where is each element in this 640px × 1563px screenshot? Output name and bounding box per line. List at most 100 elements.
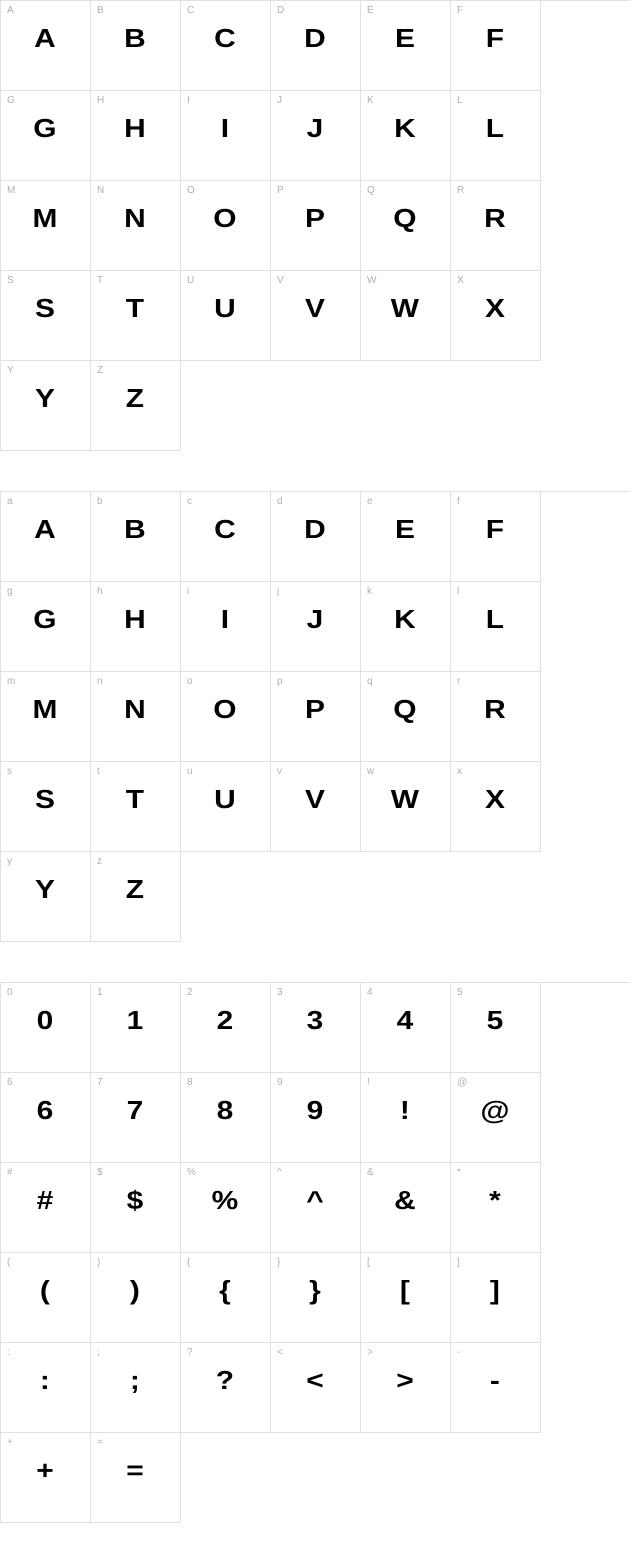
char-cell[interactable]: kK — [361, 582, 451, 672]
char-cell[interactable]: && — [361, 1163, 451, 1253]
char-cell[interactable]: MM — [1, 181, 91, 271]
char-cell[interactable]: HH — [91, 91, 181, 181]
char-cell[interactable]: uU — [181, 762, 271, 852]
char-cell[interactable]: tT — [91, 762, 181, 852]
char-cell[interactable]: hH — [91, 582, 181, 672]
char-cell[interactable]: bB — [91, 492, 181, 582]
char-cell[interactable]: !! — [361, 1073, 451, 1163]
char-cell[interactable]: EE — [361, 1, 451, 91]
char-cell[interactable]: @@ — [451, 1073, 541, 1163]
char-cell[interactable]: QQ — [361, 181, 451, 271]
char-cell[interactable]: KK — [361, 91, 451, 181]
char-cell[interactable]: 66 — [1, 1073, 91, 1163]
char-cell[interactable]: OO — [181, 181, 271, 271]
char-cell[interactable]: WW — [361, 271, 451, 361]
char-cell[interactable]: 55 — [451, 983, 541, 1073]
char-cell[interactable]: 11 — [91, 983, 181, 1073]
char-glyph: [ — [354, 1275, 456, 1306]
char-cell[interactable]: lL — [451, 582, 541, 672]
char-label: w — [367, 766, 374, 777]
char-label: O — [187, 185, 195, 196]
char-glyph: T — [84, 293, 186, 324]
char-cell[interactable]: eE — [361, 492, 451, 582]
char-cell[interactable]: [[ — [361, 1253, 451, 1343]
char-cell[interactable]: wW — [361, 762, 451, 852]
char-cell[interactable]: ;; — [91, 1343, 181, 1433]
char-cell[interactable]: ++ — [1, 1433, 91, 1523]
char-cell[interactable]: {{ — [181, 1253, 271, 1343]
char-cell[interactable]: SS — [1, 271, 91, 361]
char-cell[interactable]: PP — [271, 181, 361, 271]
char-cell[interactable]: ^^ — [271, 1163, 361, 1253]
char-cell[interactable]: jJ — [271, 582, 361, 672]
char-cell[interactable]: dD — [271, 492, 361, 582]
char-cell[interactable]: -- — [451, 1343, 541, 1433]
char-cell[interactable]: qQ — [361, 672, 451, 762]
char-cell[interactable]: AA — [1, 1, 91, 91]
char-cell[interactable]: XX — [451, 271, 541, 361]
char-cell[interactable]: 88 — [181, 1073, 271, 1163]
char-glyph: K — [354, 113, 456, 144]
char-cell[interactable]: 33 — [271, 983, 361, 1073]
char-cell[interactable]: << — [271, 1343, 361, 1433]
char-cell[interactable]: CC — [181, 1, 271, 91]
char-cell[interactable]: 00 — [1, 983, 91, 1073]
char-glyph: 1 — [84, 1005, 186, 1036]
char-cell[interactable]: xX — [451, 762, 541, 852]
char-cell[interactable]: >> — [361, 1343, 451, 1433]
char-cell[interactable]: UU — [181, 271, 271, 361]
char-glyph: ( — [0, 1275, 97, 1306]
char-glyph: * — [444, 1185, 546, 1216]
char-cell[interactable]: BB — [91, 1, 181, 91]
char-cell[interactable]: :: — [1, 1343, 91, 1433]
char-cell[interactable]: zZ — [91, 852, 181, 942]
char-label: i — [187, 586, 189, 597]
char-cell[interactable]: vV — [271, 762, 361, 852]
charmap-section-lowercase: aAbBcCdDeEfF gGhHiIjJkKlL mMnNoOpPqQrR sStT… — [0, 491, 640, 942]
char-cell[interactable]: $$ — [91, 1163, 181, 1253]
char-cell[interactable]: JJ — [271, 91, 361, 181]
char-cell[interactable]: DD — [271, 1, 361, 91]
char-cell[interactable]: iI — [181, 582, 271, 672]
char-cell[interactable]: yY — [1, 852, 91, 942]
char-label: t — [97, 766, 100, 777]
char-cell[interactable]: fF — [451, 492, 541, 582]
char-cell[interactable]: (( — [1, 1253, 91, 1343]
char-cell[interactable]: %% — [181, 1163, 271, 1253]
char-cell[interactable]: TT — [91, 271, 181, 361]
char-cell[interactable]: ZZ — [91, 361, 181, 451]
char-cell[interactable]: GG — [1, 91, 91, 181]
char-cell[interactable]: 77 — [91, 1073, 181, 1163]
char-cell[interactable]: aA — [1, 492, 91, 582]
char-cell[interactable]: )) — [91, 1253, 181, 1343]
char-glyph: { — [174, 1275, 276, 1306]
char-cell[interactable]: II — [181, 91, 271, 181]
char-cell[interactable]: }} — [271, 1253, 361, 1343]
char-cell[interactable]: oO — [181, 672, 271, 762]
char-cell[interactable]: nN — [91, 672, 181, 762]
char-cell[interactable]: NN — [91, 181, 181, 271]
char-cell[interactable]: mM — [1, 672, 91, 762]
char-cell[interactable]: YY — [1, 361, 91, 451]
char-cell[interactable]: gG — [1, 582, 91, 672]
char-cell[interactable]: VV — [271, 271, 361, 361]
char-cell[interactable]: 22 — [181, 983, 271, 1073]
char-cell[interactable]: 44 — [361, 983, 451, 1073]
char-cell[interactable]: FF — [451, 1, 541, 91]
char-cell[interactable]: ?? — [181, 1343, 271, 1433]
char-glyph: L — [444, 113, 546, 144]
char-cell[interactable]: == — [91, 1433, 181, 1523]
char-cell[interactable]: sS — [1, 762, 91, 852]
char-cell[interactable]: ]] — [451, 1253, 541, 1343]
char-cell[interactable]: cC — [181, 492, 271, 582]
char-cell[interactable]: RR — [451, 181, 541, 271]
char-cell[interactable]: LL — [451, 91, 541, 181]
char-label: x — [457, 766, 462, 777]
char-glyph: ] — [444, 1275, 546, 1306]
char-cell[interactable]: rR — [451, 672, 541, 762]
char-cell[interactable]: 99 — [271, 1073, 361, 1163]
char-label: d — [277, 496, 283, 507]
char-cell[interactable]: pP — [271, 672, 361, 762]
char-cell[interactable]: ** — [451, 1163, 541, 1253]
char-cell[interactable]: ## — [1, 1163, 91, 1253]
